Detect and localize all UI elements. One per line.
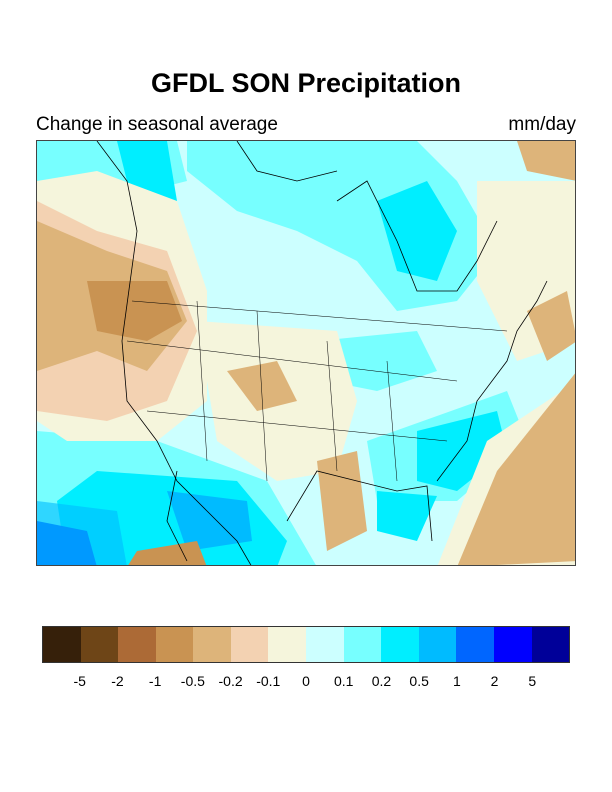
region-cyan-hudson bbox=[377, 181, 457, 281]
region-tan-atlantic-east bbox=[527, 291, 575, 361]
colorbar-swatch bbox=[80, 627, 119, 662]
region-cyan-gulf bbox=[377, 491, 437, 541]
colorbar-swatch bbox=[381, 627, 419, 662]
colorbar-swatch bbox=[193, 627, 231, 662]
region-tan-plains bbox=[227, 361, 297, 411]
chart-subtitle: Change in seasonal average bbox=[36, 114, 278, 135]
region-cyan-pacific bbox=[37, 501, 127, 565]
colorbar-swatch bbox=[531, 627, 570, 662]
colorbar-swatch bbox=[493, 627, 532, 662]
colorbar-tick-label: -5 bbox=[73, 673, 86, 689]
colorbar-swatch bbox=[43, 627, 81, 662]
colorbar-tick-label: -0.5 bbox=[180, 673, 205, 689]
colorbar bbox=[42, 626, 570, 663]
coastlines bbox=[96, 141, 548, 565]
colorbar-swatch bbox=[230, 627, 269, 662]
region-tan-northeast bbox=[517, 141, 575, 181]
colorbar-tick-label: -2 bbox=[111, 673, 124, 689]
precipitation-map bbox=[36, 140, 576, 566]
colorbar-swatch bbox=[118, 627, 156, 662]
region-tan3-west bbox=[87, 281, 182, 341]
colorbar-tick-label: 0.1 bbox=[333, 673, 354, 689]
colorbar-tick-label: -1 bbox=[148, 673, 162, 689]
colorbar-tick-label: 5 bbox=[528, 673, 537, 689]
region-tan-ms bbox=[317, 451, 367, 551]
colorbar-swatch bbox=[343, 627, 382, 662]
colorbar-ticks: -5 -2 -1 -0.5 -0.2 -0.1 0 0.1 0.2 0.5 1 2 5 bbox=[42, 673, 570, 693]
colorbar-tick-label: 0.5 bbox=[409, 673, 429, 689]
units-label: mm/day bbox=[508, 114, 576, 135]
state-borders bbox=[126, 300, 508, 482]
colorbar-tick-label: 1 bbox=[452, 673, 461, 689]
colorbar-tick-label: 0 bbox=[302, 673, 310, 689]
chart-title: GFDL SON Precipitation bbox=[150, 68, 462, 98]
colorbar-swatch bbox=[155, 627, 194, 662]
colorbar-tick-label: 0.2 bbox=[371, 673, 392, 689]
region-tan-mexico bbox=[128, 541, 207, 565]
colorbar-tick-label: 2 bbox=[490, 673, 499, 689]
region-cyan-baja bbox=[167, 491, 252, 551]
colorbar-tick-label: -0.1 bbox=[256, 673, 281, 689]
colorbar-swatch bbox=[418, 627, 457, 662]
colorbar-swatch bbox=[456, 627, 494, 662]
region-cyan-atlantic bbox=[417, 411, 507, 491]
colorbar-swatch bbox=[306, 627, 344, 662]
colorbar-swatch bbox=[268, 627, 307, 662]
colorbar-tick-label: -0.2 bbox=[218, 673, 243, 689]
region-tan-atlantic bbox=[457, 373, 575, 565]
